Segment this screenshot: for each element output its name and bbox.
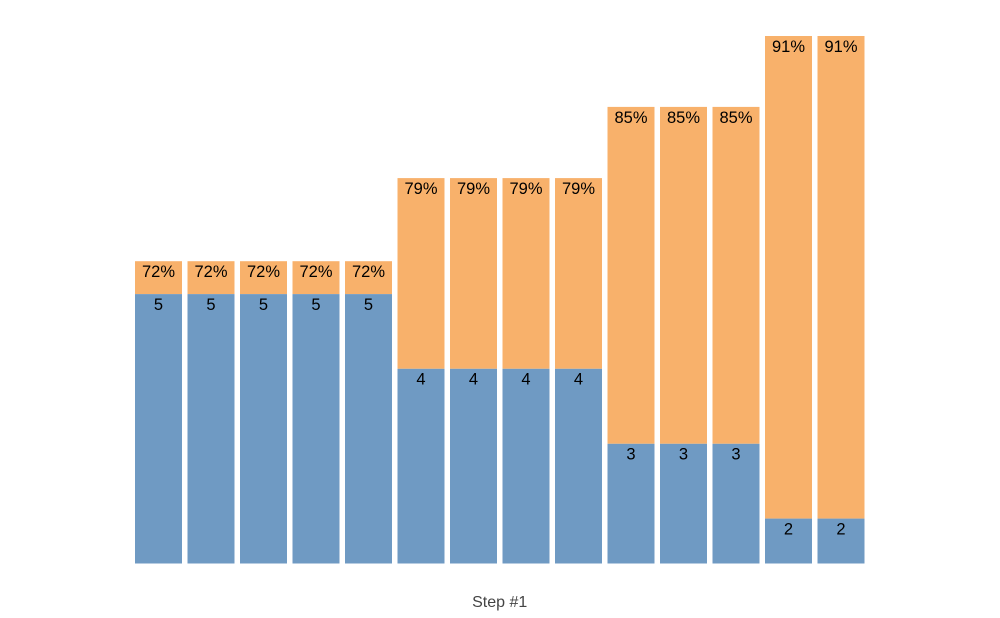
svg-text:85%: 85% — [667, 109, 700, 127]
svg-text:Step #1: Step #1 — [472, 594, 527, 611]
svg-text:4: 4 — [416, 371, 425, 389]
svg-text:4: 4 — [469, 371, 478, 389]
svg-text:3: 3 — [626, 446, 635, 464]
svg-text:5: 5 — [154, 296, 163, 314]
svg-text:79%: 79% — [457, 180, 490, 198]
svg-text:72%: 72% — [352, 263, 385, 281]
svg-text:85%: 85% — [614, 109, 647, 127]
svg-text:5: 5 — [311, 296, 320, 314]
svg-text:5: 5 — [206, 296, 215, 314]
svg-text:85%: 85% — [719, 109, 752, 127]
svg-text:79%: 79% — [562, 180, 595, 198]
svg-text:91%: 91% — [824, 38, 857, 56]
svg-text:4: 4 — [574, 371, 583, 389]
svg-text:2: 2 — [784, 521, 793, 539]
svg-text:4: 4 — [521, 371, 530, 389]
svg-text:79%: 79% — [404, 180, 437, 198]
svg-text:79%: 79% — [509, 180, 542, 198]
svg-text:3: 3 — [731, 446, 740, 464]
svg-text:5: 5 — [364, 296, 373, 314]
svg-text:72%: 72% — [142, 263, 175, 281]
svg-text:72%: 72% — [299, 263, 332, 281]
svg-text:2: 2 — [836, 521, 845, 539]
svg-text:5: 5 — [259, 296, 268, 314]
svg-text:72%: 72% — [194, 263, 227, 281]
svg-text:91%: 91% — [772, 38, 805, 56]
svg-text:72%: 72% — [247, 263, 280, 281]
svg-text:3: 3 — [679, 446, 688, 464]
